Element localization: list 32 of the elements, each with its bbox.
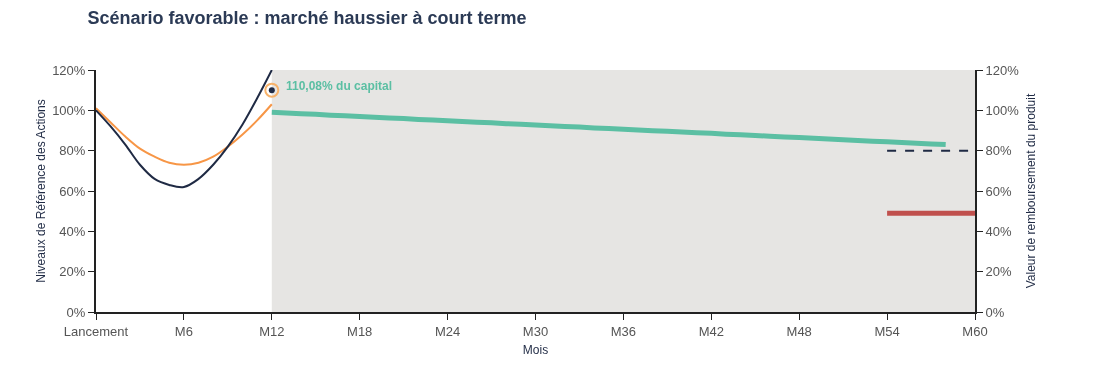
y-tick-label: 0% [66,304,86,320]
y-axis-title: Niveaux de Référence des Actions [33,99,48,283]
chart-title: Scénario favorable : marché haussier à court terme [87,7,527,28]
y2-axis-title: Valeur de remboursement du produit [1023,93,1038,289]
y-tick-label: 20% [59,264,86,280]
y-tick-label: 40% [59,223,86,239]
x-tick-label: Lancement [63,323,129,339]
y2-tick-label: 0% [985,304,1005,320]
y-tick-label: 80% [59,143,86,159]
y-tick-label: 100% [52,102,86,118]
x-tick-label: M60 [962,323,988,339]
line-series [96,70,273,189]
x-tick-label: M12 [259,323,285,339]
line-series [96,103,273,166]
y-tick-label: 60% [59,183,86,199]
x-tick-label: M24 [434,323,461,339]
y-tick-label: 120% [52,62,86,78]
x-tick-label: M30 [522,323,549,339]
x-axis-title: Mois [522,343,549,357]
x-tick-label: M42 [698,323,724,339]
y2-tick-label: 60% [985,183,1013,199]
y2-tick-label: 40% [985,223,1013,239]
y2-tick-label: 80% [985,143,1013,159]
x-tick-label: M18 [347,323,373,339]
x-tick-label: M6 [174,323,193,339]
y2-tick-label: 100% [985,102,1020,118]
annotation: 110,08% du capital [286,79,393,93]
x-tick-label: M36 [610,323,637,339]
x-tick-label: M54 [874,323,900,339]
y2-tick-label: 20% [985,264,1013,280]
y2-tick-label: 120% [985,62,1020,78]
x-tick-label: M48 [786,323,812,339]
